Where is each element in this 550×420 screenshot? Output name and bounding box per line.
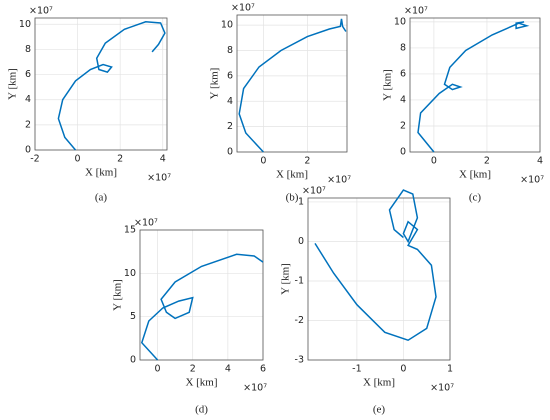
panel-caption: (e) (373, 404, 386, 416)
y-tick-label: -2 (295, 315, 304, 326)
x-tick-label: 4 (160, 154, 166, 165)
x-tick-label: 4 (225, 364, 231, 375)
x-multiplier: ×10⁷ (327, 175, 351, 186)
y-multiplier: ×10⁷ (231, 3, 255, 14)
y-tick-label: 6 (227, 70, 233, 81)
y-tick-label: 0 (227, 147, 233, 158)
y-tick-label: -3 (295, 355, 304, 366)
trajectory-line (417, 21, 530, 153)
y-multiplier: ×10⁷ (302, 186, 326, 197)
panel-caption: (b) (286, 192, 299, 204)
y-tick-label: 10 (221, 20, 233, 31)
y-tick-label: 8 (400, 42, 406, 53)
x-tick-label: 0 (400, 364, 406, 375)
axes-frame (307, 197, 451, 361)
y-tick-label: 0 (130, 355, 136, 366)
y-axis-label: Y [km] (112, 279, 124, 311)
y-axis-label: Y [km] (7, 68, 19, 100)
x-axis-label: X [km] (459, 169, 491, 181)
x-tick-label: -1 (352, 364, 361, 375)
y-multiplier: ×10⁷ (134, 218, 158, 229)
x-tick-label: 1 (447, 364, 453, 375)
x-tick-label: 2 (484, 156, 490, 167)
y-tick-label: 0 (25, 145, 31, 156)
trajectory-line (140, 253, 264, 361)
x-tick-label: -2 (30, 154, 39, 165)
x-axis-label: X [km] (185, 377, 217, 389)
x-tick-label: 2 (304, 156, 310, 167)
y-tick-label: 0 (298, 236, 304, 247)
y-tick-label: 2 (227, 121, 233, 132)
x-tick-label: 0 (431, 156, 437, 167)
x-multiplier: ×10⁷ (243, 383, 267, 394)
x-multiplier: ×10⁷ (520, 175, 544, 186)
y-tick-label: 1 (298, 196, 304, 207)
y-axis-label: Y [km] (280, 263, 292, 295)
plot-area (140, 230, 263, 360)
x-tick-label: 0 (155, 364, 161, 375)
axes-frame (409, 17, 541, 153)
trajectory-line (57, 21, 166, 151)
y-axis-label: Y [km] (382, 69, 394, 101)
axes-frame (34, 17, 168, 151)
x-tick-label: 2 (190, 364, 196, 375)
plot-area (35, 18, 167, 150)
axes-frame (139, 229, 264, 361)
y-tick-label: 4 (25, 94, 31, 105)
trajectory-line (314, 189, 437, 342)
y-tick-label: 0 (400, 147, 406, 158)
x-tick-label: 2 (117, 154, 123, 165)
y-tick-label: 10 (124, 268, 136, 279)
y-tick-label: 6 (400, 68, 406, 79)
plot-area (237, 15, 347, 152)
y-tick-label: 8 (227, 45, 233, 56)
y-tick-label: 10 (394, 16, 406, 27)
y-tick-label: 4 (227, 96, 233, 107)
y-tick-label: 15 (124, 225, 136, 236)
x-tick-label: 4 (537, 156, 543, 167)
y-axis-label: Y [km] (209, 68, 221, 100)
y-multiplier: ×10⁷ (404, 6, 428, 17)
y-tick-label: 2 (25, 119, 31, 130)
plot-area (308, 198, 450, 360)
panel-caption: (d) (195, 404, 208, 416)
panel-caption: (a) (95, 192, 108, 204)
plot-area (410, 18, 540, 152)
y-multiplier: ×10⁷ (29, 6, 53, 17)
x-tick-label: 0 (260, 156, 266, 167)
y-tick-label: 4 (400, 94, 406, 105)
y-tick-label: 5 (130, 311, 136, 322)
x-axis-label: X [km] (85, 167, 117, 179)
y-tick-label: 6 (25, 69, 31, 80)
panel-caption: (c) (469, 192, 482, 204)
x-axis-label: X [km] (363, 377, 395, 389)
axes-frame (236, 14, 348, 153)
y-tick-label: 2 (400, 120, 406, 131)
trajectory-line (238, 18, 347, 153)
x-multiplier: ×10⁷ (147, 173, 171, 184)
y-tick-label: -1 (295, 275, 304, 286)
x-tick-label: 0 (75, 154, 81, 165)
x-tick-label: 6 (260, 364, 266, 375)
x-axis-label: X [km] (276, 169, 308, 181)
y-tick-label: 10 (19, 19, 31, 30)
x-multiplier: ×10⁷ (430, 383, 454, 394)
y-tick-label: 8 (25, 44, 31, 55)
